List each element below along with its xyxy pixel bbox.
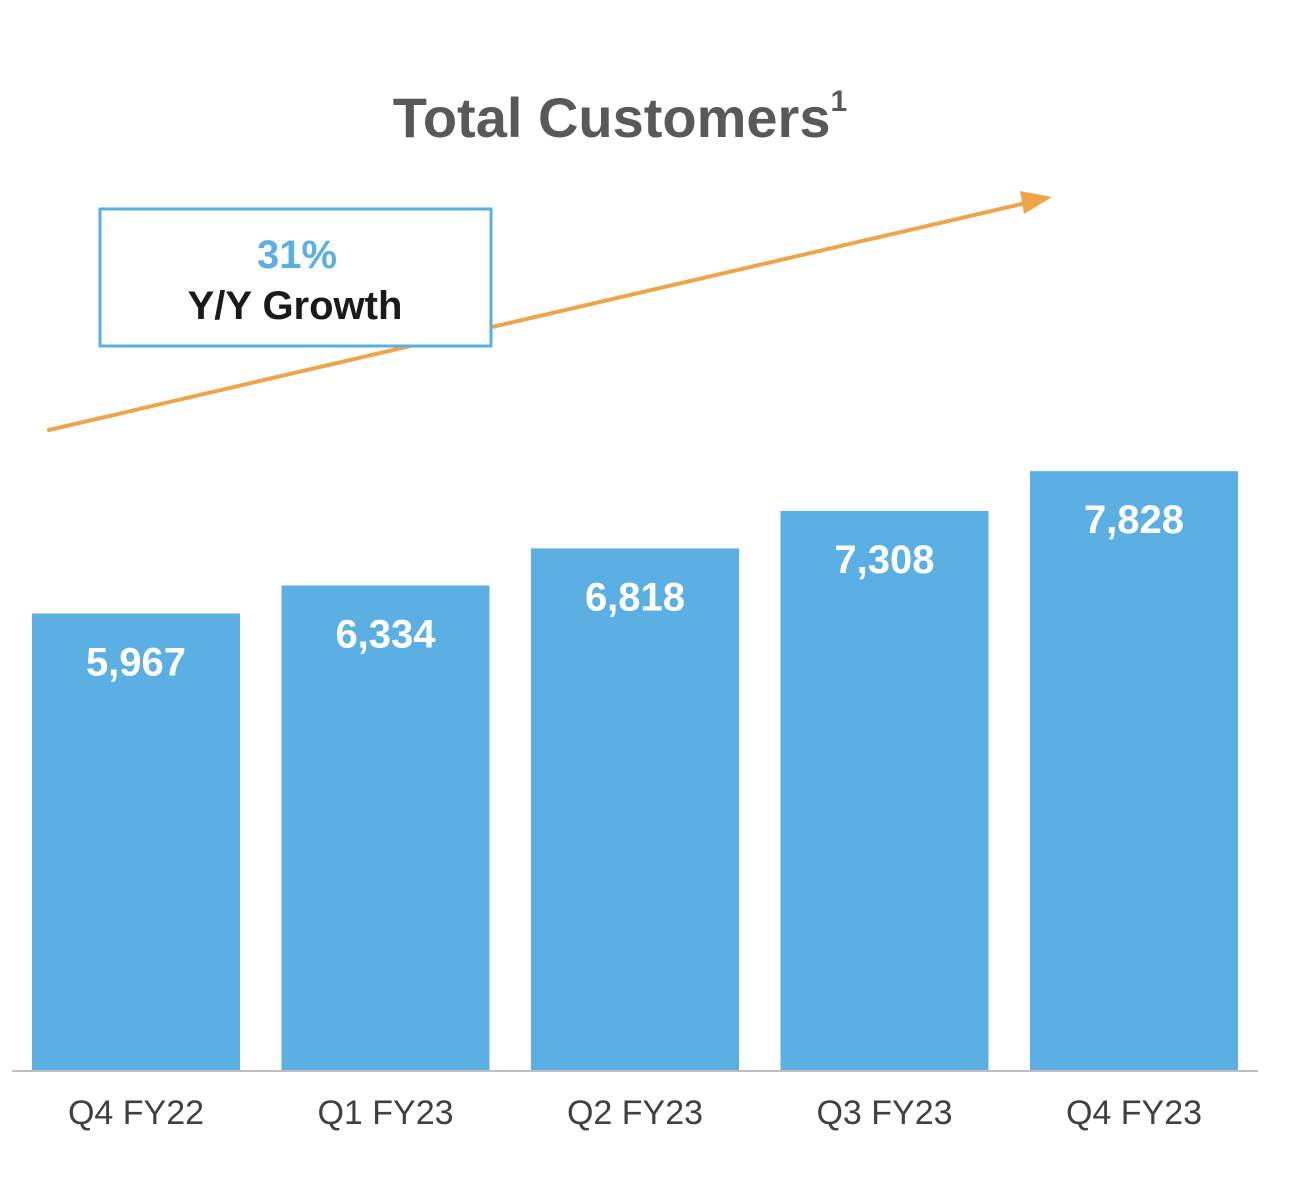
bar-value-label: 7,828 <box>1084 498 1184 542</box>
bar-q4-fy23 <box>1030 471 1238 1071</box>
growth-trend-arrow <box>47 191 1052 432</box>
bar-value-label: 6,334 <box>335 612 436 656</box>
bar-value-label: 6,818 <box>585 575 685 619</box>
x-tick-label: Q2 FY23 <box>567 1094 703 1132</box>
x-tick-label: Q1 FY23 <box>317 1094 453 1132</box>
trend-arrow-line <box>47 200 1032 432</box>
bar-value-label: 7,308 <box>834 538 934 582</box>
growth-callout: 31% Y/Y Growth <box>98 207 493 348</box>
trend-arrow-head <box>1020 191 1052 214</box>
bar-q2-fy23 <box>531 548 739 1070</box>
x-axis-tick-labels: Q4 FY22 Q1 FY23 Q2 FY23 Q3 FY23 Q4 FY23 <box>68 1094 1202 1132</box>
x-tick-label: Q3 FY23 <box>816 1094 952 1132</box>
growth-callout-box <box>98 207 493 348</box>
bars-group <box>32 471 1238 1071</box>
bar-q1-fy23 <box>281 585 490 1070</box>
bar-value-label: 5,967 <box>86 641 186 685</box>
x-tick-label: Q4 FY22 <box>68 1094 204 1132</box>
chart-title-text: Total Customers <box>393 86 831 149</box>
growth-callout-label: Y/Y Growth <box>188 284 403 328</box>
growth-callout-percentage: 31% <box>257 233 337 277</box>
bar-q3-fy23 <box>780 510 989 1070</box>
x-tick-label: Q4 FY23 <box>1066 1094 1202 1132</box>
bar-q4-fy22 <box>32 613 240 1070</box>
chart-title-superscript: 1 <box>831 85 848 118</box>
chart-title: Total Customers1 <box>393 85 847 149</box>
bar-labels-group: 5,967 6,334 6,818 7,308 7,828 <box>86 498 1184 684</box>
